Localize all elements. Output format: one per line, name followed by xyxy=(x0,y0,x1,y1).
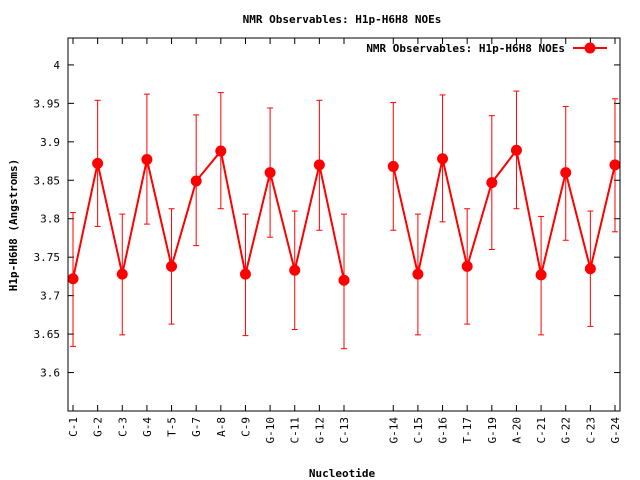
series-line xyxy=(392,147,616,276)
data-point xyxy=(190,175,202,187)
x-tick-label: A-8 xyxy=(215,417,228,437)
y-tick-label: 3.95 xyxy=(34,97,61,110)
x-tick-label: C-9 xyxy=(239,417,252,437)
data-point xyxy=(412,268,424,280)
chart-title: NMR Observables: H1p-H6H8 NOEs xyxy=(243,13,442,26)
x-tick-label: C-15 xyxy=(412,417,425,444)
tick-layer: 3.6 3.65 3.7 3.75 3.8 3.85 3.9 3.95 4 C-1 G-2 C-3 G-… xyxy=(34,38,622,444)
data-point xyxy=(264,167,276,179)
data-point xyxy=(67,273,79,285)
legend: NMR Observables: H1p-H6H8 NOEs xyxy=(366,42,607,55)
x-tick-label: C-21 xyxy=(535,417,548,444)
x-tick-label: G-2 xyxy=(92,417,105,437)
series-layer xyxy=(67,90,621,350)
data-point xyxy=(215,145,227,157)
x-tick-label: G-10 xyxy=(264,417,277,444)
data-point xyxy=(609,159,621,171)
y-tick-label: 3.6 xyxy=(40,367,60,380)
data-point xyxy=(510,144,522,156)
y-tick-label: 3.85 xyxy=(34,174,61,187)
y-tick-label: 3.9 xyxy=(40,136,60,149)
data-point xyxy=(584,263,596,275)
x-axis-label: Nucleotide xyxy=(309,467,376,480)
y-tick-label: 3.8 xyxy=(40,213,60,226)
x-tick-label: C-11 xyxy=(289,417,302,444)
x-tick-label: G-16 xyxy=(437,417,450,444)
data-point xyxy=(92,157,104,169)
y-tick-label: 4 xyxy=(53,59,60,72)
x-tick-label: G-12 xyxy=(313,417,326,444)
data-point xyxy=(486,177,498,189)
x-tick-label: C-23 xyxy=(584,417,597,444)
data-point xyxy=(461,260,473,272)
x-tick-label: G-4 xyxy=(141,417,154,437)
legend-label: NMR Observables: H1p-H6H8 NOEs xyxy=(366,42,565,55)
x-tick-label: G-22 xyxy=(560,417,573,444)
series-line xyxy=(72,148,345,281)
x-tick-label: G-24 xyxy=(609,417,622,444)
data-point xyxy=(116,268,128,280)
data-point xyxy=(289,264,301,276)
x-tick-label: A-20 xyxy=(510,417,523,444)
data-point xyxy=(560,167,572,179)
x-tick-label: T-5 xyxy=(166,417,179,437)
x-tick-label: C-3 xyxy=(116,417,129,437)
y-tick-label: 3.75 xyxy=(34,251,61,264)
legend-swatch-marker xyxy=(584,42,596,54)
data-point xyxy=(338,274,350,286)
x-tick-label: G-14 xyxy=(387,417,400,444)
y-axis-label: H1p-H6H8 (Angstroms) xyxy=(7,159,20,291)
x-tick-label: G-7 xyxy=(190,417,203,437)
y-tick-label: 3.65 xyxy=(34,328,61,341)
x-tick-label: T-17 xyxy=(461,417,474,444)
data-point xyxy=(387,160,399,172)
x-tick-label: G-19 xyxy=(486,417,499,444)
data-point xyxy=(313,159,325,171)
data-point xyxy=(535,269,547,281)
y-tick-label: 3.7 xyxy=(40,290,60,303)
data-point xyxy=(141,154,153,166)
data-point xyxy=(166,260,178,272)
plot-frame xyxy=(67,37,621,412)
data-point xyxy=(239,268,251,280)
data-point xyxy=(437,153,449,165)
x-tick-label: C-13 xyxy=(338,417,351,444)
x-tick-label: C-1 xyxy=(67,417,80,437)
